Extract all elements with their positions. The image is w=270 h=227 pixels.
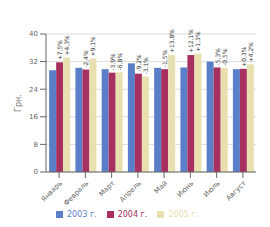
html-text:2004 г.: 2004 г. <box>117 210 148 219</box>
svg-text:0: 0 <box>34 168 38 176</box>
svg-text:-0,5%: -0,5% <box>221 48 228 66</box>
svg-text:Январь: Январь <box>40 179 64 203</box>
svg-text:+7,5%: +7,5% <box>56 40 63 61</box>
svg-text:+0,3%: +0,3% <box>240 46 247 67</box>
svg-text:+13,8%: +13,8% <box>168 29 175 53</box>
svg-text:Апрель: Апрель <box>118 179 143 204</box>
svg-text:Июль: Июль <box>202 179 222 199</box>
svg-text:24: 24 <box>29 86 38 94</box>
svg-text:8: 8 <box>34 141 38 149</box>
svg-text:Август: Август <box>225 179 248 202</box>
svg-text:-3,1%: -3,1% <box>142 57 149 75</box>
svg-text:40: 40 <box>29 30 38 38</box>
svg-text:32: 32 <box>29 58 38 66</box>
svg-text:+4,2%: +4,2% <box>247 42 254 63</box>
svg-text:-2,4%: -2,4% <box>82 50 89 68</box>
svg-text:Июнь: Июнь <box>176 179 196 199</box>
svg-text:Март: Март <box>98 179 117 198</box>
svg-text:Февраль: Февраль <box>62 179 90 207</box>
svg-text:+1,3%: +1,3% <box>194 31 201 52</box>
svg-text:+9,1%: +9,1% <box>89 36 96 57</box>
html-text:2005 г.: 2005 г. <box>168 210 198 219</box>
svg-text:16: 16 <box>29 113 38 121</box>
svg-text:-9,2%: -9,2% <box>135 54 142 72</box>
svg-text:Май: Май <box>153 179 169 195</box>
svg-text:-5,3%: -5,3% <box>214 48 221 66</box>
svg-text:Грн.: Грн. <box>14 94 23 112</box>
svg-text:+12,1%: +12,1% <box>187 29 194 53</box>
svg-text:+4,3%: +4,3% <box>63 35 70 56</box>
svg-text:-3,9%: -3,9% <box>109 53 116 71</box>
svg-text:-1,5%: -1,5% <box>161 49 168 67</box>
html-text:2003 г.: 2003 г. <box>67 210 97 219</box>
svg-text:-6,8%: -6,8% <box>116 53 123 71</box>
